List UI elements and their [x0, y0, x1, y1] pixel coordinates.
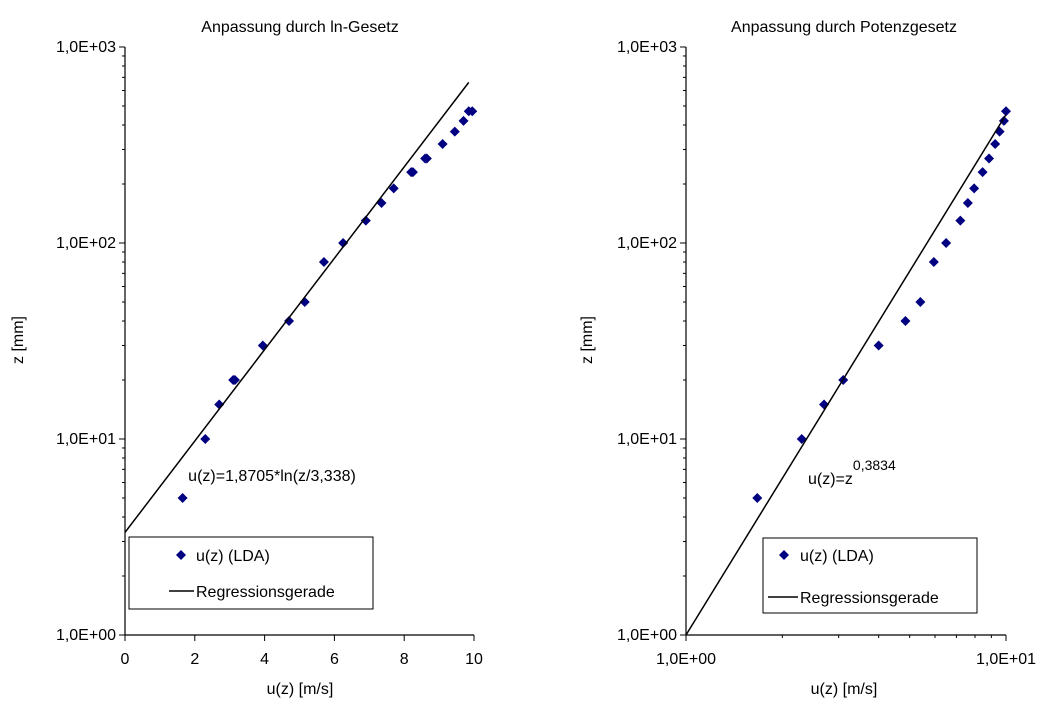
legend-label-line: Regressionsgerade: [196, 584, 335, 601]
regression-line: [685, 114, 1007, 636]
legend-marker-icon: [779, 550, 789, 560]
chart-ln-gesetz: 1,0E+00 1,0E+01 1,0E+02 1,0E+03 0 2 4 6 8 10 Anpa…: [10, 19, 483, 698]
data-point: [915, 297, 926, 308]
data-point: [900, 315, 911, 326]
y-axis-label: z [mm]: [10, 316, 27, 364]
data-point: [752, 493, 763, 504]
y-tick-label: 1,0E+01: [617, 431, 677, 448]
legend-label-scatter: u(z) (LDA): [196, 548, 270, 565]
data-point: [1001, 106, 1011, 117]
x-tick-label: 8: [400, 651, 409, 668]
data-point: [990, 138, 1001, 149]
regression-line-series: [124, 81, 470, 533]
data-point: [360, 215, 371, 226]
data-point: [449, 126, 460, 137]
chart-title: Anpassung durch Potenzgesetz: [731, 19, 957, 36]
annotation-exponent: 0,3834: [853, 457, 896, 473]
legend-box: [762, 537, 978, 614]
y-axis-label: z [mm]: [579, 316, 596, 364]
regression-line-series: [685, 114, 1007, 636]
legend: u(z) (LDA) Regressionsgerade: [762, 537, 978, 614]
y-tick-label: 1,0E+00: [56, 627, 116, 644]
x-tick-label: 4: [260, 651, 269, 668]
data-point: [388, 183, 399, 194]
data-point: [421, 153, 432, 164]
x-tick-label: 0: [121, 651, 130, 668]
y-tick-label: 1,0E+03: [617, 39, 677, 56]
data-point: [977, 167, 988, 178]
data-point: [873, 340, 884, 351]
x-tick-label: 6: [330, 651, 339, 668]
legend: u(z) (LDA) Regressionsgerade: [128, 536, 374, 610]
annotation-text: u(z)=z0,3834: [808, 457, 896, 488]
regression-line: [124, 81, 470, 533]
data-point: [376, 197, 387, 208]
axes: 1,0E+00 1,0E+01 1,0E+02 1,0E+03 1,0E+00 1,0E+…: [617, 39, 1036, 668]
data-point: [458, 115, 469, 126]
data-point: [437, 138, 448, 149]
y-tick-label: 1,0E+02: [617, 235, 677, 252]
x-tick-label: 1,0E+00: [656, 651, 716, 668]
chart-potenzgesetz: 1,0E+00 1,0E+01 1,0E+02 1,0E+03 1,0E+00 1,0E+…: [579, 19, 1036, 698]
legend-label-scatter: u(z) (LDA): [800, 548, 874, 565]
x-tick-label: 10: [465, 651, 483, 668]
scatter-series: [177, 106, 478, 504]
x-axis-label: u(z) [m/s]: [267, 681, 334, 698]
data-point: [796, 434, 807, 444]
data-point: [962, 197, 973, 208]
legend-label-line: Regressionsgerade: [800, 590, 939, 607]
x-axis-label: u(z) [m/s]: [811, 681, 878, 698]
data-point: [928, 256, 939, 267]
data-point: [200, 434, 211, 444]
axes: 1,0E+00 1,0E+01 1,0E+02 1,0E+03 0 2 4 6 8 10: [56, 39, 483, 668]
data-point: [984, 153, 995, 164]
chart-title: Anpassung durch ln-Gesetz: [201, 19, 398, 36]
annotation-text: u(z)=1,8705*ln(z/3,338): [188, 468, 356, 485]
data-point: [407, 167, 418, 178]
y-tick-label: 1,0E+02: [56, 235, 116, 252]
x-tick-label: 2: [190, 651, 199, 668]
legend-marker-icon: [176, 550, 186, 560]
legend-box: [128, 536, 374, 610]
data-point: [284, 315, 295, 326]
scatter-series: [752, 106, 1011, 504]
data-point: [257, 340, 268, 351]
data-point: [941, 238, 952, 248]
x-tick-label: 1,0E+01: [976, 651, 1036, 668]
data-point: [338, 238, 349, 248]
data-point: [177, 493, 188, 504]
y-tick-label: 1,0E+03: [56, 39, 116, 56]
data-point: [969, 183, 980, 194]
data-point: [229, 374, 240, 385]
data-point: [955, 215, 966, 226]
data-point: [467, 106, 478, 117]
data-point: [318, 256, 329, 267]
y-tick-label: 1,0E+01: [56, 431, 116, 448]
y-tick-label: 1,0E+00: [617, 627, 677, 644]
